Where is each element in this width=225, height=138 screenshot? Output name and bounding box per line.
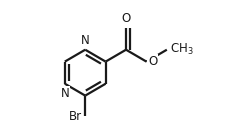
Text: O: O bbox=[147, 55, 157, 68]
Text: O: O bbox=[121, 12, 130, 25]
Text: N: N bbox=[60, 87, 69, 100]
Text: N: N bbox=[81, 34, 89, 47]
Text: Br: Br bbox=[68, 110, 81, 123]
Text: CH$_3$: CH$_3$ bbox=[169, 42, 193, 57]
